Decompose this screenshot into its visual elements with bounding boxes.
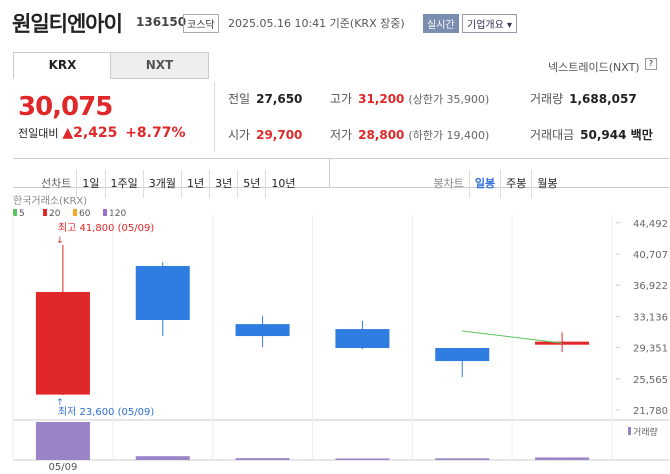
nxt-note: 넥스트레이드(NXT)	[548, 61, 640, 74]
y-tick-label: 21,780	[633, 406, 668, 417]
stat-label: 거래대금	[530, 128, 575, 142]
y-tick-label: 36,922	[633, 281, 668, 292]
stat: 시가 29,700	[228, 126, 302, 143]
period-button[interactable]: 1년	[181, 170, 209, 198]
company-name: 원일티엔아이	[12, 12, 123, 36]
timestamp: 2025.05.16 10:41 기준(KRX 장중)	[228, 17, 405, 30]
period-button[interactable]: 주봉	[500, 170, 531, 198]
volume-bar	[335, 458, 390, 460]
tab-krx[interactable]: KRX	[13, 52, 112, 79]
change-label: 전일대비	[18, 127, 59, 140]
period-button[interactable]: 월봉	[531, 170, 562, 198]
help-icon[interactable]: ?	[645, 58, 657, 70]
annotation-low: 최저 23,600 (05/09)	[58, 406, 154, 418]
annotation-arrow: ↓	[56, 236, 64, 246]
tab-nxt[interactable]: NXT	[110, 52, 209, 79]
divider	[214, 82, 215, 152]
candle-body	[435, 348, 490, 362]
period-button[interactable]: 1일	[76, 170, 104, 198]
y-tick-label: 25,565	[633, 375, 668, 386]
stat-label: 거래량	[530, 92, 564, 106]
legend-label: 5	[19, 209, 25, 219]
stat: 고가 31,200 (상한가 35,900)	[330, 90, 489, 107]
y-tick-label: 33,136	[633, 312, 668, 323]
legend-label: 120	[109, 209, 126, 219]
stat-value: 31,200	[358, 92, 405, 106]
period-label: 봉차트	[433, 177, 464, 190]
y-tick-label: 44,492	[633, 219, 668, 230]
stat: 전일 27,650	[228, 90, 302, 107]
candle-body	[535, 341, 590, 345]
stat: 저가 28,800 (하한가 19,400)	[330, 126, 489, 143]
stat-value: 1,688,057	[569, 92, 637, 106]
candle-periods: 봉차트 일봉 주봉 월봉	[424, 170, 568, 198]
period-button[interactable]: 5년	[237, 170, 265, 198]
stock-code: 136150	[136, 15, 187, 29]
volume-bar	[35, 422, 90, 460]
y-tick-label: 40,707	[633, 250, 668, 261]
ma-line	[462, 330, 563, 344]
period-label: 선차트	[41, 177, 72, 190]
stat-label: 시가	[228, 128, 251, 142]
source-label: 한국거래소(KRX)	[13, 195, 87, 207]
divider	[329, 159, 330, 187]
change-rate: +8.77%	[125, 125, 186, 141]
current-price: 30,075	[18, 92, 113, 122]
market-badge: 코스닥	[183, 14, 219, 33]
candle-body	[135, 265, 190, 320]
legend-label: 60	[79, 209, 91, 219]
stat: 거래대금 50,944 백만	[530, 126, 653, 143]
annotation-arrow: ↑	[56, 398, 64, 408]
line-periods: 선차트 1일 1주일 3개월 1년 3년 5년 10년	[31, 170, 306, 198]
y-tick-label: 29,351	[633, 344, 668, 355]
company-overview[interactable]: 기업개요 ▾	[462, 14, 517, 33]
candle-body	[335, 329, 390, 349]
stat-label: 고가	[330, 92, 353, 106]
realtime-badge[interactable]: 실시간	[423, 14, 459, 33]
chart: 한국거래소(KRX) 5 20 60 120 21,780 25,565 29,351 33,1…	[12, 195, 670, 473]
legend-label: 20	[49, 209, 61, 219]
stat-note: (하한가 19,400)	[408, 129, 490, 142]
candle-body	[35, 291, 90, 395]
volume-bar	[235, 458, 290, 460]
stat-label: 전일	[228, 92, 251, 106]
change-value: ▲2,425	[62, 125, 118, 141]
stat-value: 50,944 백만	[580, 128, 653, 142]
period-button[interactable]: 3개월	[142, 170, 181, 198]
annotation-high: 최고 41,800 (05/09)	[58, 222, 154, 234]
legend-swatch	[73, 209, 77, 216]
period-button[interactable]: 일봉	[468, 170, 500, 198]
period-button[interactable]: 1주일	[104, 170, 143, 198]
stat-value: 29,700	[256, 128, 303, 142]
stat: 거래량 1,688,057	[530, 90, 637, 107]
volume-bar	[135, 456, 190, 460]
legend-swatch	[103, 209, 107, 216]
candle-body	[235, 324, 290, 337]
volume-label: 거래량	[633, 426, 658, 438]
change: 전일대비 ▲2,425 +8.77%	[18, 125, 186, 141]
legend-swatch	[43, 209, 47, 216]
period-button[interactable]: 3년	[209, 170, 237, 198]
stat-note: (상한가 35,900)	[408, 93, 490, 106]
stat-label: 저가	[330, 128, 353, 142]
volume-bar	[435, 458, 490, 460]
stat-value: 27,650	[256, 92, 303, 106]
x-tick-label: 05/09	[49, 462, 78, 473]
volume-bar	[535, 457, 590, 460]
stat-value: 28,800	[358, 128, 405, 142]
volume-swatch	[628, 427, 631, 435]
period-bar: 선차트 1일 1주일 3개월 1년 3년 5년 10년 봉차트 일봉 주봉 월봉	[13, 158, 670, 198]
period-button[interactable]: 10년	[265, 170, 300, 198]
legend-swatch	[13, 209, 17, 216]
